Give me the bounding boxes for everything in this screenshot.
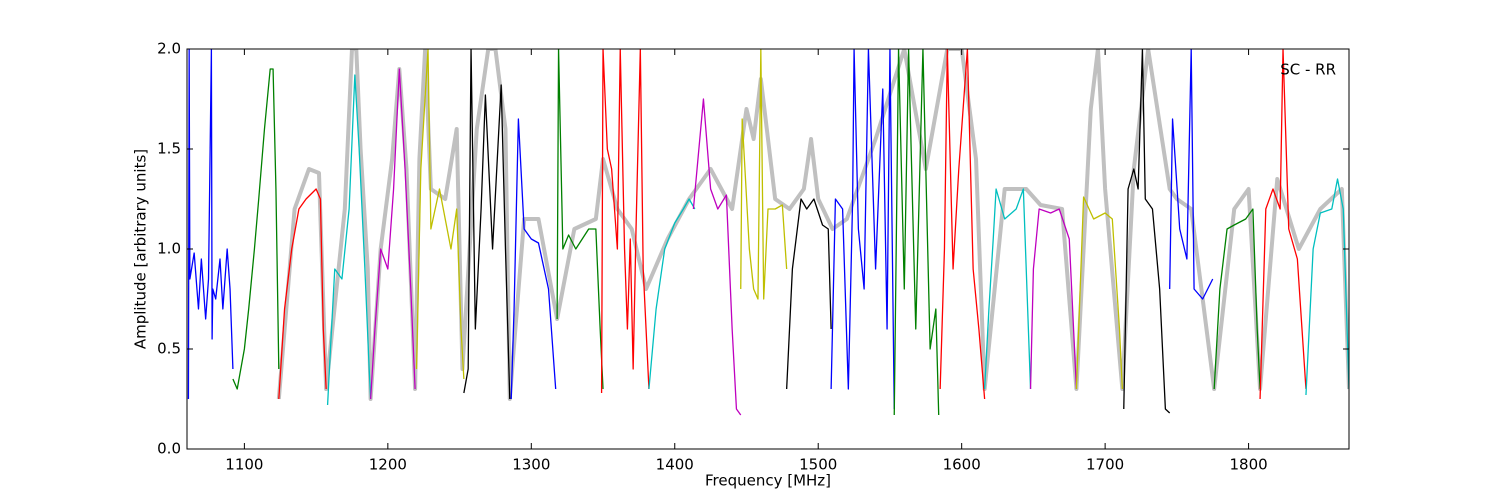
series-line [893,49,940,416]
series-line [369,68,416,400]
series-line [326,74,372,406]
y-axis-label: Amplitude [arbitrary units] [132,149,150,349]
series-line [692,98,742,416]
series-line [786,198,832,390]
series-line [1029,208,1078,390]
x-tick-label: 1500 [799,456,837,474]
series-line [1213,208,1261,390]
series-line [1305,178,1349,396]
series-line [1075,196,1123,390]
y-tick-label: 1.0 [157,240,181,258]
series-line [600,49,650,394]
series-line [187,49,234,400]
series-line [740,49,788,300]
x-axis-label: Frequency [MHz] [705,472,831,490]
series-line [648,198,696,390]
x-tick-label: 1800 [1229,456,1267,474]
series-line [510,118,557,400]
x-tick-label: 1400 [656,456,694,474]
series-line [939,49,986,400]
y-tick-label: 1.5 [157,140,181,158]
series-line [463,49,511,400]
y-tick-label: 2.0 [157,40,181,58]
series-line [232,68,280,390]
annotation: SC - RR [1280,61,1336,79]
series-line [1169,49,1214,300]
series-line [276,49,1349,401]
plot-lines [187,49,1349,416]
y-tick-label: 0.5 [157,340,181,358]
x-tick-label: 1700 [1086,456,1124,474]
plot-frame [186,48,1350,450]
series-line [278,188,327,400]
series-line [830,49,895,410]
series-line [415,49,465,380]
x-tick-label: 1600 [943,456,981,474]
x-tick-label: 1200 [369,456,407,474]
series-line [1123,49,1171,414]
y-tick-label: 0.0 [157,440,181,458]
x-tick-label: 1100 [225,456,263,474]
x-tick-label: 1300 [512,456,550,474]
series-line [556,49,604,390]
series-line [983,188,1032,390]
series-line [1259,49,1307,400]
